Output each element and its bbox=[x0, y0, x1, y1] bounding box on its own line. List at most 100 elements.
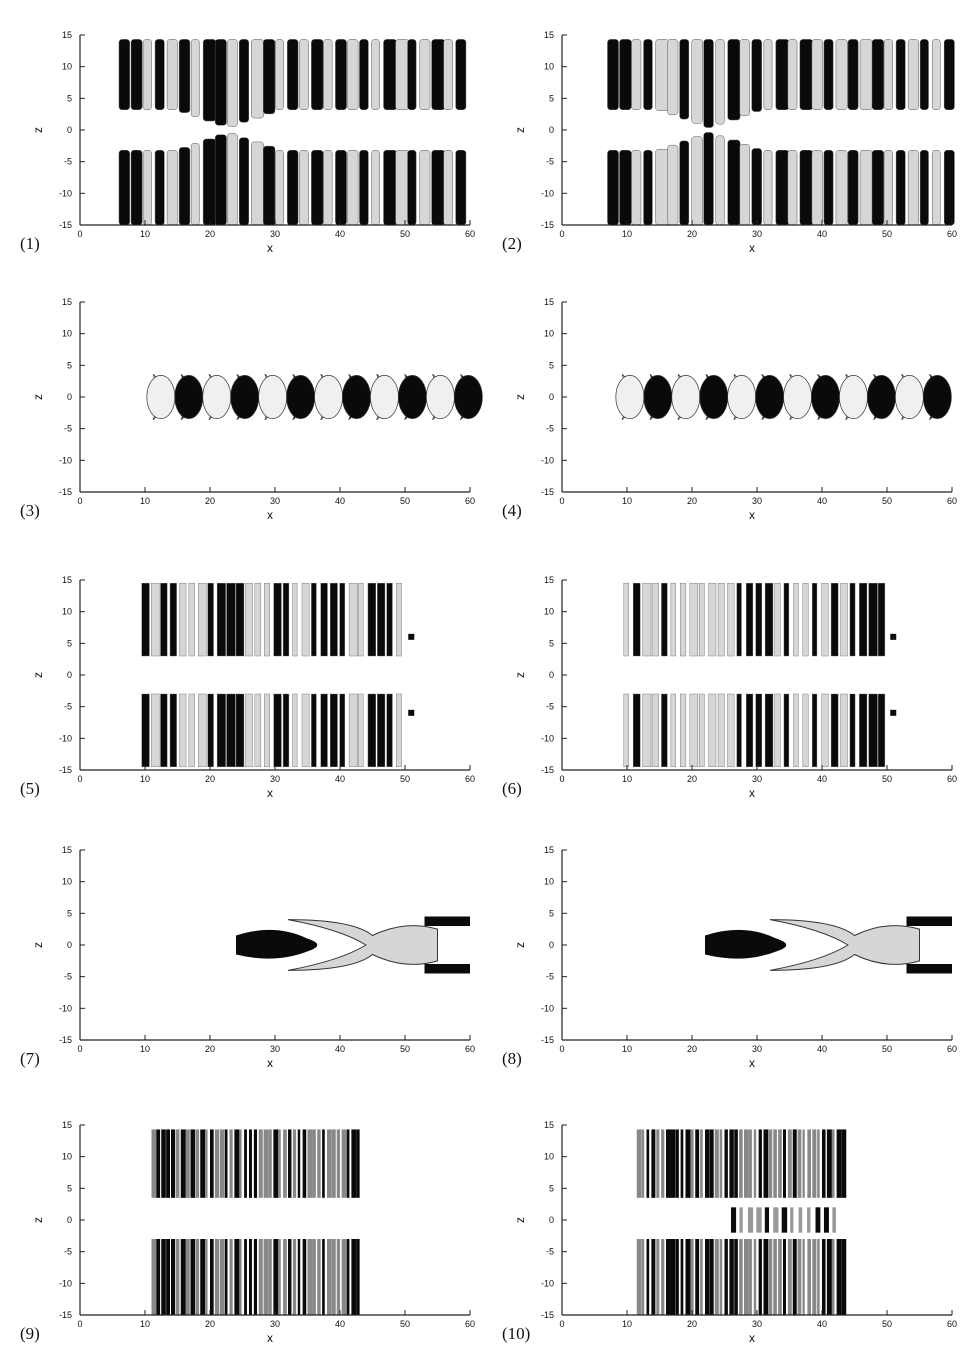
band-upper bbox=[282, 582, 290, 657]
y-tick-label: 15 bbox=[62, 575, 72, 585]
band-upper bbox=[142, 39, 152, 110]
band-lower bbox=[878, 693, 886, 768]
y-tick-label: 0 bbox=[549, 670, 554, 680]
band-lower bbox=[709, 1239, 714, 1315]
x-axis-label: x bbox=[267, 1056, 273, 1070]
band-lower bbox=[356, 1239, 360, 1315]
band-center bbox=[747, 1207, 754, 1233]
x-tick-label: 0 bbox=[77, 1044, 82, 1054]
band-lower bbox=[714, 1239, 719, 1315]
band-lower bbox=[667, 144, 679, 226]
band-lower bbox=[253, 1239, 258, 1315]
band-lower bbox=[643, 150, 653, 226]
x-tick-label: 10 bbox=[622, 774, 632, 784]
band-upper bbox=[724, 1129, 728, 1198]
crescent-core bbox=[811, 374, 840, 420]
band-lower bbox=[299, 150, 309, 226]
y-tick-label: 0 bbox=[549, 125, 554, 135]
band-upper bbox=[431, 39, 446, 110]
band-lower bbox=[171, 1239, 176, 1315]
band-lower bbox=[386, 693, 393, 768]
y-tick-label: 15 bbox=[544, 297, 554, 307]
band-lower bbox=[307, 1239, 313, 1315]
band-upper bbox=[239, 39, 249, 123]
z-axis-label: z bbox=[513, 394, 527, 400]
x-tick-label: 50 bbox=[400, 229, 410, 239]
y-tick-label: -15 bbox=[59, 220, 72, 230]
band-upper bbox=[859, 39, 873, 110]
y-tick-label: 10 bbox=[62, 877, 72, 887]
band-lower bbox=[817, 1239, 820, 1315]
y-tick-label: 10 bbox=[544, 329, 554, 339]
band-upper bbox=[636, 1129, 642, 1198]
spot bbox=[890, 709, 897, 716]
band-upper bbox=[188, 582, 195, 657]
band-lower bbox=[346, 1239, 350, 1315]
band-lower bbox=[680, 1239, 684, 1315]
band-upper bbox=[868, 582, 878, 657]
band-lower bbox=[724, 1239, 728, 1315]
band-upper bbox=[883, 39, 893, 110]
band-upper bbox=[670, 1129, 676, 1198]
band-upper bbox=[641, 1129, 645, 1198]
y-tick-label: 15 bbox=[544, 1120, 554, 1130]
band-upper bbox=[154, 39, 165, 110]
y-tick-label: -15 bbox=[541, 220, 554, 230]
band-lower bbox=[871, 150, 884, 226]
crescent-core bbox=[453, 374, 483, 420]
band-lower bbox=[190, 142, 200, 226]
band-lower bbox=[840, 693, 848, 768]
band-upper bbox=[744, 1129, 749, 1198]
band-lower bbox=[736, 693, 742, 768]
band-upper bbox=[323, 39, 333, 110]
y-tick-label: 0 bbox=[67, 1215, 72, 1225]
band-lower bbox=[849, 693, 856, 768]
band-upper bbox=[130, 39, 143, 110]
band-lower bbox=[244, 1239, 247, 1315]
band-lower bbox=[734, 1239, 738, 1315]
band-upper bbox=[301, 582, 310, 657]
band-lower bbox=[327, 1239, 332, 1315]
crescent-core bbox=[370, 374, 399, 420]
band-upper bbox=[356, 1129, 360, 1198]
y-tick-label: -5 bbox=[546, 702, 554, 712]
band-upper bbox=[859, 582, 868, 657]
x-tick-label: 40 bbox=[335, 774, 345, 784]
x-tick-label: 20 bbox=[687, 1044, 697, 1054]
band-lower bbox=[632, 693, 641, 768]
x-tick-label: 30 bbox=[270, 496, 280, 506]
x-tick-label: 50 bbox=[400, 496, 410, 506]
band-upper bbox=[455, 39, 467, 110]
band-center bbox=[781, 1207, 788, 1233]
y-tick-label: -5 bbox=[546, 972, 554, 982]
y-tick-label: 5 bbox=[549, 908, 554, 918]
band-upper bbox=[347, 39, 359, 110]
band-upper bbox=[655, 39, 670, 111]
band-lower bbox=[797, 1239, 802, 1315]
x-tick-label: 10 bbox=[622, 496, 632, 506]
band-upper bbox=[705, 1129, 710, 1198]
band-upper bbox=[632, 582, 641, 657]
crescent-core bbox=[755, 374, 785, 420]
band-upper bbox=[700, 1129, 703, 1198]
band-lower bbox=[895, 150, 906, 226]
band-lower bbox=[302, 1239, 307, 1315]
edge-blob bbox=[424, 964, 470, 974]
band-lower bbox=[835, 150, 848, 226]
y-tick-label: 0 bbox=[549, 1215, 554, 1225]
band-upper bbox=[214, 39, 227, 126]
band-center bbox=[832, 1207, 836, 1233]
band-center bbox=[798, 1207, 803, 1233]
band-upper bbox=[840, 582, 848, 657]
band-lower bbox=[708, 693, 717, 768]
y-tick-label: 15 bbox=[544, 30, 554, 40]
band-upper bbox=[768, 1129, 773, 1198]
band-lower bbox=[396, 693, 402, 768]
band-lower bbox=[778, 1239, 782, 1315]
y-tick-label: -10 bbox=[541, 1278, 554, 1288]
band-lower bbox=[292, 1239, 297, 1315]
band-lower bbox=[836, 1239, 842, 1315]
